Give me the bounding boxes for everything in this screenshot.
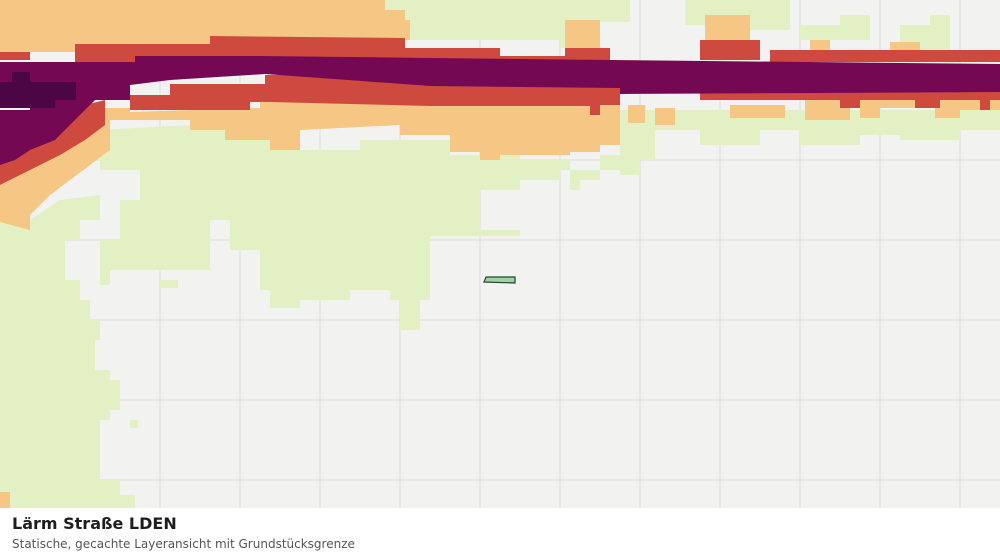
noise-cell — [0, 492, 10, 508]
noise-cell — [130, 420, 138, 428]
noise-cell — [565, 20, 600, 50]
noise-cell — [0, 72, 76, 108]
noise-zone-very-high — [0, 56, 1000, 165]
map-title: Lärm Straße LDEN — [12, 514, 177, 533]
noise-cell — [105, 100, 620, 160]
noise-zone-high — [0, 36, 1000, 185]
noise-cell — [800, 15, 870, 40]
noise-cell — [100, 120, 640, 330]
noise-cell — [130, 75, 620, 115]
noise-zone-medium — [0, 0, 1000, 508]
noise-cell — [890, 42, 920, 52]
noise-cell — [0, 52, 30, 60]
noise-cell — [75, 36, 610, 62]
noise-cell — [900, 15, 950, 50]
noise-cell — [810, 40, 830, 50]
noise-cell — [620, 110, 1000, 160]
map-subtitle: Statische, gecachte Layeransicht mit Gru… — [12, 537, 355, 551]
noise-zone-low — [0, 0, 1000, 508]
noise-cell — [0, 195, 135, 508]
noise-cell — [700, 90, 1000, 110]
caption: Lärm Straße LDEN Statische, gecachte Lay… — [0, 508, 1000, 560]
noise-cell — [0, 100, 105, 185]
noise-cell — [160, 280, 178, 288]
noise-cell — [705, 15, 750, 42]
noise-cell — [770, 50, 1000, 62]
parcel-boundary — [483, 276, 516, 284]
noise-cell — [0, 56, 1000, 165]
noise-cell — [700, 40, 760, 60]
noise-cell — [730, 105, 785, 118]
map — [0, 0, 1000, 508]
noise-cell — [655, 108, 675, 125]
noise-cell — [805, 100, 850, 120]
noise-cell — [628, 105, 645, 123]
noise-zone-extreme — [0, 72, 76, 108]
noise-cell — [0, 120, 110, 230]
noise-cell — [0, 0, 410, 52]
